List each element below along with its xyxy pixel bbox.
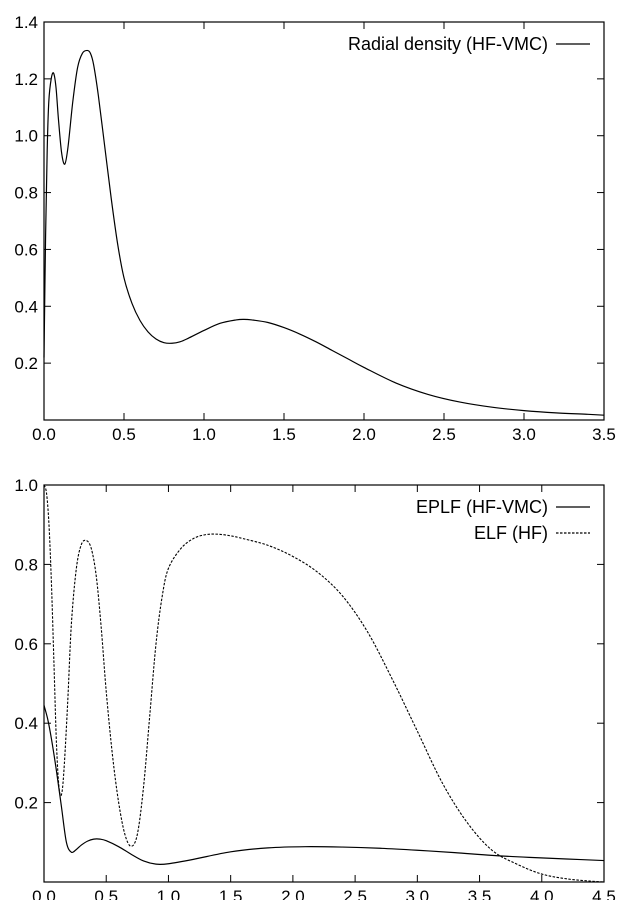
y-tick-label: 0.2: [14, 794, 38, 813]
x-tick-label: 0.0: [32, 887, 56, 900]
series-line-2: [43, 484, 605, 883]
x-tick-label: 3.5: [468, 887, 492, 900]
x-tick-label: 2.5: [432, 425, 456, 444]
plot-frame: [43, 21, 605, 421]
x-tick-label: 3.0: [512, 425, 536, 444]
legend-label: EPLF (HF-VMC): [416, 497, 548, 517]
y-tick-label: 1.0: [14, 476, 38, 495]
series-line-1: [43, 49, 605, 416]
y-tick-label: 0.6: [14, 635, 38, 654]
x-tick-label: 2.0: [352, 425, 376, 444]
y-tick-label: 0.6: [14, 240, 38, 259]
x-tick-label: 4.5: [592, 887, 616, 900]
y-tick-label: 1.4: [14, 13, 38, 32]
x-tick-label: 3.5: [592, 425, 616, 444]
series-line-1: [43, 705, 605, 866]
x-tick-label: 2.5: [343, 887, 367, 900]
x-tick-label: 1.0: [192, 425, 216, 444]
x-tick-label: 0.0: [32, 425, 56, 444]
y-tick-label: 1.2: [14, 70, 38, 89]
y-tick-label: 0.4: [14, 714, 38, 733]
y-tick-label: 1.0: [14, 127, 38, 146]
legend-label: ELF (HF): [474, 523, 548, 543]
x-tick-label: 2.0: [281, 887, 305, 900]
legend-label: Radial density (HF-VMC): [348, 34, 548, 54]
y-tick-label: 0.2: [14, 354, 38, 373]
x-tick-label: 3.0: [406, 887, 430, 900]
x-tick-label: 4.0: [530, 887, 554, 900]
x-tick-label: 0.5: [112, 425, 136, 444]
chart-panel-localization-functions: 0.0 0.5 1.0 1.5 2.0 2.5 3.0 3.5 4.0 4.5 0.2 0.4 0.6 0…: [14, 476, 615, 900]
x-tick-label: 0.5: [94, 887, 118, 900]
x-tick-label: 1.5: [272, 425, 296, 444]
plot-frame: [43, 484, 605, 883]
y-tick-label: 0.8: [14, 555, 38, 574]
x-tick-label: 1.5: [219, 887, 243, 900]
y-tick-label: 0.4: [14, 297, 38, 316]
y-tick-label: 0.8: [14, 184, 38, 203]
x-tick-label: 1.0: [157, 887, 181, 900]
chart-panel-radial-density: 0.0 0.5 1.0 1.5 2.0 2.5 3.0 3.5 0.2 0.4 0.6 0.8 1.0 1…: [14, 13, 615, 444]
